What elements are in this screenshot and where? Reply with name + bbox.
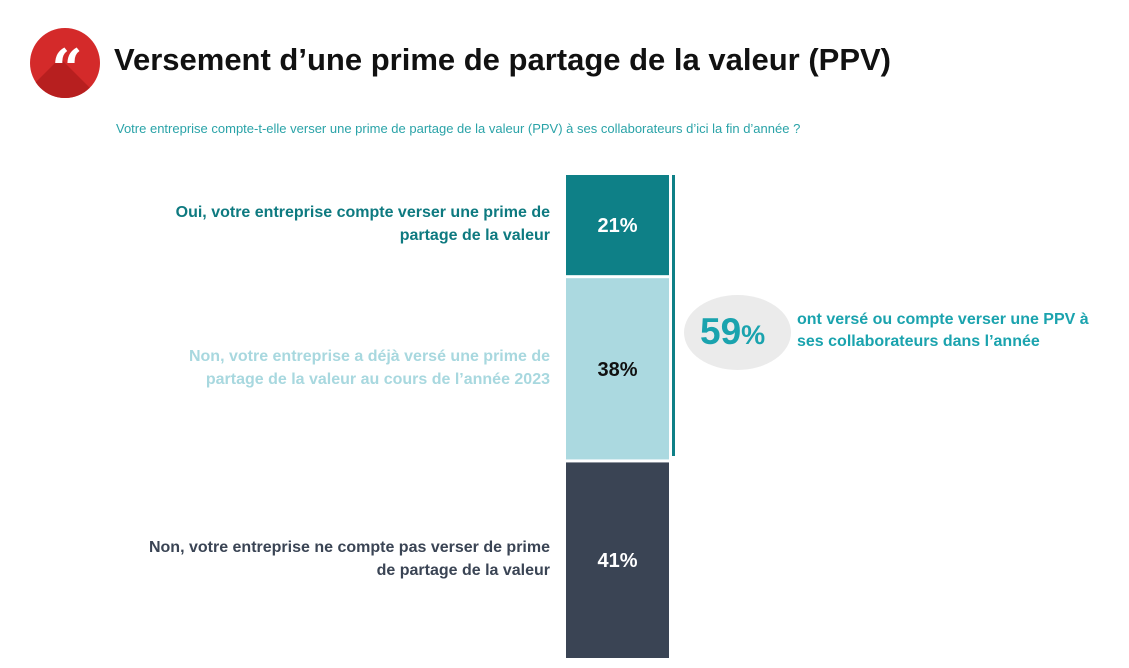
highlight-bubble [684, 295, 791, 370]
highlight-number: 59 [700, 311, 742, 352]
bar-value-label: 21% [597, 215, 637, 237]
highlight-value: 59% [700, 311, 765, 353]
category-label: Non, votre entreprise a déjà versé une p… [188, 347, 550, 388]
category-label: Non, votre entreprise ne compte pas vers… [148, 539, 550, 580]
bar-segment [566, 278, 669, 460]
highlight-unit: % [741, 320, 766, 350]
highlight-text: ont versé ou compte verser une PPV à ses… [797, 311, 1089, 350]
bar-value-label: 38% [597, 359, 637, 381]
bar-value-label: 41% [597, 550, 637, 572]
bracket-line [672, 175, 675, 456]
bar-segment [566, 462, 669, 658]
chart-subtitle: Votre entreprise compte-t-elle verser un… [116, 121, 801, 136]
logo-badge: “ [30, 28, 100, 98]
quote-icon: “ [51, 37, 82, 98]
bar-segment [566, 175, 669, 276]
category-label: Oui, votre entreprise compte verser une … [175, 204, 550, 245]
chart-title: Versement d’une prime de partage de la v… [114, 42, 891, 77]
